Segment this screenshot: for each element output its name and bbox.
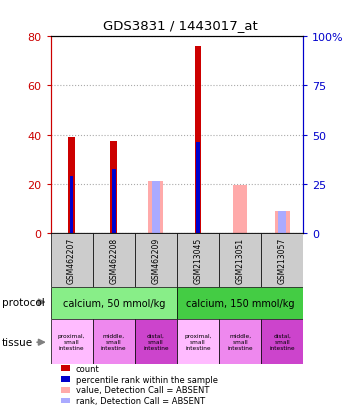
- Text: rank, Detection Call = ABSENT: rank, Detection Call = ABSENT: [76, 396, 205, 405]
- Text: distal,
small
intestine: distal, small intestine: [269, 333, 295, 350]
- Text: GSM213051: GSM213051: [236, 237, 244, 283]
- Bar: [112, 170, 116, 233]
- Bar: [152, 182, 160, 233]
- Bar: [51, 287, 177, 319]
- Text: middle,
small
intestine: middle, small intestine: [227, 333, 253, 350]
- Bar: [135, 233, 177, 287]
- Bar: [135, 319, 177, 364]
- Text: protocol: protocol: [2, 297, 44, 307]
- Text: calcium, 50 mmol/kg: calcium, 50 mmol/kg: [62, 298, 165, 308]
- Bar: [70, 177, 73, 233]
- Text: GSM462207: GSM462207: [67, 237, 76, 283]
- Bar: [261, 233, 303, 287]
- Bar: [93, 319, 135, 364]
- Text: GSM213045: GSM213045: [193, 237, 203, 283]
- Bar: [177, 287, 303, 319]
- Bar: [219, 319, 261, 364]
- Text: value, Detection Call = ABSENT: value, Detection Call = ABSENT: [76, 385, 209, 394]
- Bar: [278, 211, 286, 233]
- Text: GSM462208: GSM462208: [109, 237, 118, 283]
- Text: tissue: tissue: [2, 337, 33, 347]
- Text: calcium, 150 mmol/kg: calcium, 150 mmol/kg: [186, 298, 294, 308]
- Bar: [93, 233, 135, 287]
- Text: percentile rank within the sample: percentile rank within the sample: [76, 375, 218, 384]
- Bar: [233, 185, 247, 233]
- Bar: [275, 211, 290, 233]
- Bar: [51, 233, 93, 287]
- Text: proximal,
small
intestine: proximal, small intestine: [58, 333, 85, 350]
- Text: count: count: [76, 364, 100, 373]
- Text: GSM462209: GSM462209: [151, 237, 160, 283]
- Bar: [110, 141, 117, 233]
- Bar: [177, 319, 219, 364]
- Text: proximal,
small
intestine: proximal, small intestine: [184, 333, 212, 350]
- Bar: [219, 233, 261, 287]
- Text: distal,
small
intestine: distal, small intestine: [143, 333, 169, 350]
- Bar: [261, 319, 303, 364]
- Bar: [148, 182, 163, 233]
- Bar: [51, 319, 93, 364]
- Text: GSM213057: GSM213057: [278, 237, 287, 283]
- Text: GDS3831 / 1443017_at: GDS3831 / 1443017_at: [103, 19, 258, 31]
- Bar: [177, 233, 219, 287]
- Bar: [195, 47, 201, 233]
- Bar: [68, 138, 75, 233]
- Bar: [196, 142, 200, 233]
- Text: middle,
small
intestine: middle, small intestine: [101, 333, 126, 350]
